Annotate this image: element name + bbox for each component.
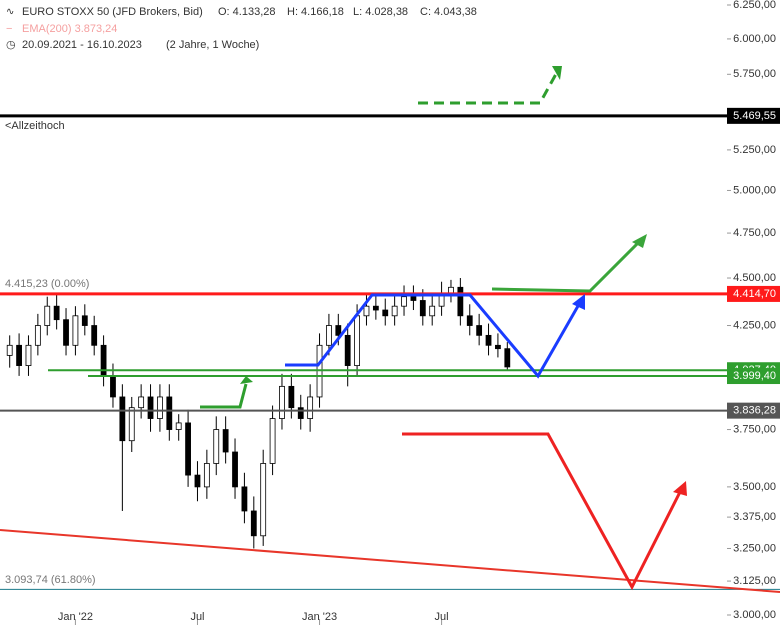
candle-body (91, 325, 98, 346)
price-label: 4.414,70 (733, 288, 776, 300)
candle-body (335, 325, 342, 336)
candle-body (119, 396, 126, 442)
candle-body (81, 315, 88, 326)
candle-body (495, 344, 501, 350)
candle-body (466, 315, 473, 326)
candle-body (354, 315, 360, 366)
ohlc-open: O: 4.133,28 (218, 6, 276, 18)
candle-body (391, 305, 398, 317)
y-tick-label: 3.500,00 (733, 481, 776, 493)
annotation: <Allzeithoch (5, 120, 65, 132)
candle-body (53, 305, 60, 321)
ohlc-high: H: 4.166,18 (287, 6, 344, 18)
candle-body (297, 407, 304, 419)
y-tick-label: 6.000,00 (733, 33, 776, 45)
icon: − (6, 23, 12, 35)
y-tick-label: 4.500,00 (733, 272, 776, 284)
candle-body (166, 396, 173, 430)
candle-body (260, 463, 267, 537)
y-tick-label: 3.750,00 (733, 423, 776, 435)
candle-body (100, 344, 107, 377)
candle-body (485, 334, 492, 346)
candle-body (382, 309, 389, 317)
symbol: EURO STOXX 50 (JFD Brokers, Bid) (22, 6, 203, 18)
price-box (727, 285, 780, 302)
x-tick-label: Jan '23 (302, 611, 337, 623)
candle-body (203, 463, 210, 488)
candle-body (344, 334, 351, 366)
candle-body (25, 344, 32, 366)
candle-body (269, 418, 276, 464)
candle-body (213, 429, 220, 464)
candle-body (288, 385, 295, 409)
icon: ◷ (6, 39, 16, 51)
candle-body (128, 407, 135, 442)
candle-body (448, 286, 454, 294)
date-range: 20.09.2021 - 16.10.2023 (22, 39, 142, 51)
candle-body (63, 319, 69, 346)
header: ∿ EURO STOXX 50 (JFD Brokers, Bid) O: 4.… (6, 6, 477, 51)
annotations (0, 66, 780, 593)
x-tick-label: Jul (435, 611, 449, 623)
candle-body (147, 396, 154, 419)
y-tick-label: 4.250,00 (733, 319, 776, 331)
y-tick-label: 3.125,00 (733, 575, 776, 587)
ema: EMA(200) 3.873,24 (22, 23, 117, 35)
y-tick-label: 3.250,00 (733, 542, 776, 554)
candle-body (6, 344, 13, 356)
candle-body (72, 315, 79, 346)
candle-body (279, 385, 285, 419)
price-box (727, 402, 780, 419)
candle-body (429, 305, 436, 317)
candle-body (241, 486, 248, 512)
candle-body (419, 300, 426, 317)
candle-body (476, 325, 483, 336)
candle-body (457, 286, 464, 317)
y-tick-label: 5.750,00 (733, 68, 776, 80)
date-span: (2 Jahre, 1 Woche) (166, 39, 259, 51)
candle-body (194, 474, 201, 488)
candle-body (410, 296, 417, 301)
icon: ∿ (6, 7, 14, 18)
price-label: 3.999,40 (733, 370, 776, 382)
price-box (727, 107, 780, 124)
y-tick-label: 5.000,00 (733, 184, 776, 196)
candle-body (185, 422, 191, 476)
ohlc-low: L: 4.028,38 (353, 6, 408, 18)
x-tick-label: Jul (190, 611, 204, 623)
price-label: 3.836,28 (733, 405, 776, 417)
ohlc-close: C: 4.043,38 (420, 6, 477, 18)
candle-body (222, 429, 229, 453)
candle-body (34, 325, 41, 346)
candle-body (504, 348, 511, 368)
candle-body (232, 451, 238, 488)
candle-body (16, 344, 22, 366)
candle-body (372, 305, 379, 311)
x-tick-label: Jan '22 (58, 611, 93, 623)
y-tick-label: 5.250,00 (733, 144, 776, 156)
candle-body (157, 396, 163, 419)
y-tick-label: 4.750,00 (733, 227, 776, 239)
candle-body (175, 422, 182, 430)
y-tick-label: 3.375,00 (733, 511, 776, 523)
candle-body (250, 510, 257, 537)
price-label: 5.469,55 (733, 110, 776, 122)
y-tick-label: 6.250,00 (733, 0, 776, 11)
annotation: 4.415,23 (0.00%) (5, 278, 89, 290)
annotation: 3.093,74 (61.80%) (5, 574, 96, 586)
candle-body (401, 296, 407, 307)
candle-body (138, 396, 145, 409)
y-tick-label: 3.000,00 (733, 609, 776, 621)
candle-body (326, 325, 332, 346)
candle-body (44, 305, 51, 326)
candle-body (363, 305, 370, 317)
candle-body (307, 396, 314, 419)
candle-body (110, 375, 116, 398)
price-box (727, 368, 780, 385)
